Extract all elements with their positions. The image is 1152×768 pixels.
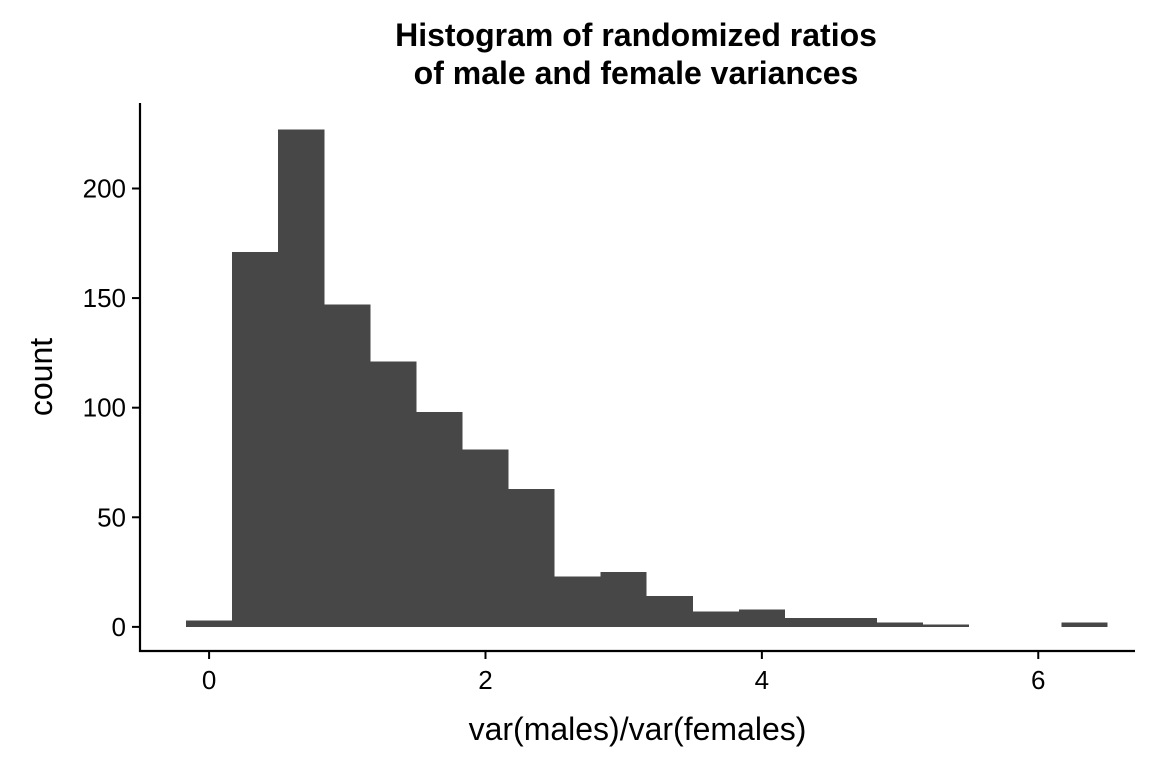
histogram-bar: [784, 618, 831, 627]
histogram-bar: [186, 620, 233, 627]
histogram-bar: [877, 622, 924, 627]
histogram-bar: [462, 449, 509, 627]
y-tick-label: 100: [83, 393, 126, 423]
axes: [138, 103, 1135, 653]
x-ticks: 0 2 4 6: [202, 651, 1045, 695]
y-tick-label: 50: [97, 502, 126, 532]
y-axis-title: count: [23, 338, 59, 416]
x-tick-label: 0: [202, 665, 216, 695]
histogram-bar: [646, 596, 693, 627]
x-tick-label: 2: [478, 665, 492, 695]
x-tick-label: 4: [755, 665, 769, 695]
y-tick-label: 0: [112, 612, 126, 642]
histogram-bar: [692, 611, 739, 627]
chart-title-line-1: Histogram of randomized ratios: [395, 17, 877, 53]
histogram-bar: [600, 572, 647, 627]
histogram-bar: [554, 576, 601, 627]
y-ticks: 0 50 100 150 200: [83, 173, 140, 642]
y-tick-label: 150: [83, 283, 126, 313]
chart-title-line-2: of male and female variances: [414, 55, 859, 91]
y-tick-label: 200: [83, 173, 126, 203]
histogram-bar: [370, 361, 417, 627]
x-axis-title: var(males)/var(females): [469, 711, 807, 747]
histogram-bar: [923, 624, 970, 627]
x-tick-label: 6: [1031, 665, 1045, 695]
bars: [186, 129, 1108, 627]
histogram-bar: [830, 618, 878, 627]
histogram-bar: [1061, 622, 1108, 627]
histogram-bar: [508, 488, 555, 627]
histogram-bar: [416, 412, 463, 627]
histogram-bar: [232, 252, 279, 627]
histogram-bar: [738, 609, 785, 627]
histogram-bar: [324, 304, 371, 627]
histogram-bar: [278, 129, 325, 627]
